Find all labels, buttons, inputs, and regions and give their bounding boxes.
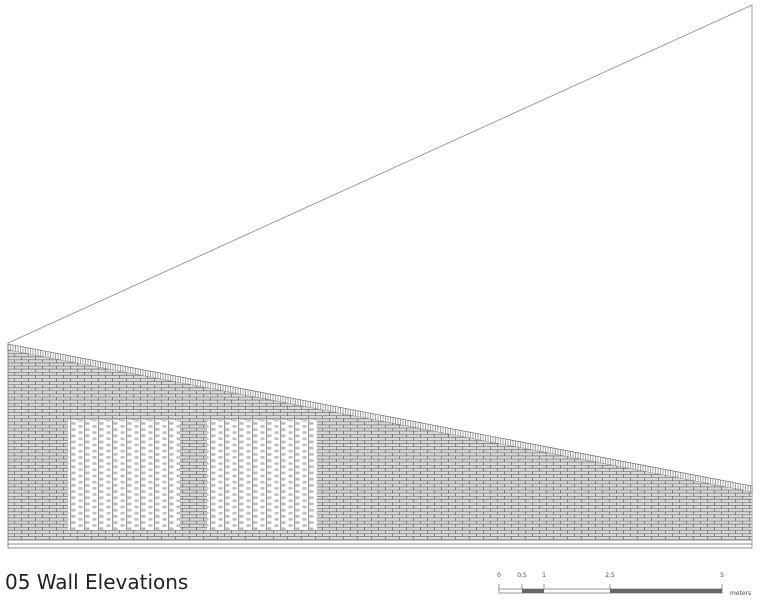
scale-bar: [498, 588, 723, 594]
drawing-title: 05 Wall Elevations: [5, 570, 188, 594]
wall-base: [7, 343, 752, 549]
perforated-panel: [68, 420, 180, 530]
perforated-panel: [207, 420, 317, 530]
scale-unit: meters: [730, 590, 751, 597]
scale-label: 0: [497, 572, 501, 579]
scale-label: 0,5: [517, 572, 527, 579]
roof-outline: [7, 4, 753, 548]
scale-label: 1: [542, 572, 546, 579]
scale-label: 5: [720, 572, 724, 579]
scale-label: 2,5: [605, 572, 615, 579]
